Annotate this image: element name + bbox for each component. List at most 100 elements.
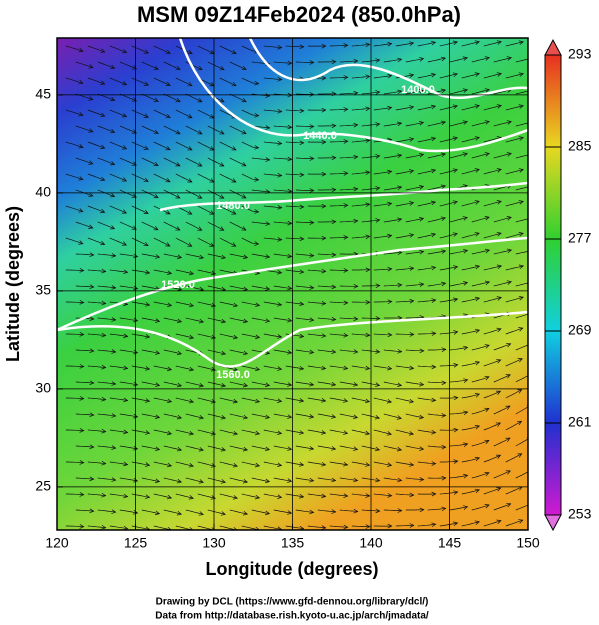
streamline-arrow [153,97,159,102]
streamline-arrow [242,382,249,388]
streamline-arrow [265,382,271,388]
streamline [493,153,512,159]
streamline [427,413,446,416]
streamline [175,429,194,435]
streamline-arrow [242,478,249,484]
streamline [515,344,528,351]
streamline-arrow [176,318,183,324]
streamline [87,173,105,181]
streamline [439,169,458,175]
streamline-arrow [387,105,393,111]
streamline-arrow [220,479,226,484]
streamline-arrow [145,398,151,403]
streamline [197,173,214,183]
streamline [505,232,524,239]
streamline [131,141,149,150]
streamline-arrow [254,145,260,150]
streamline [65,301,84,303]
streamline [119,61,137,70]
streamline [329,301,348,304]
streamline-arrow [88,160,94,165]
streamline [285,525,304,529]
streamline-arrow [165,242,171,247]
streamline [493,437,511,447]
streamline-arrow [518,264,525,270]
streamline-arrow [155,254,161,259]
streamline-arrow [78,176,84,181]
contour-label: 1400.0 [401,84,435,96]
streamline [329,44,348,47]
streamline-arrow [299,493,305,499]
streamline-arrow [353,316,359,322]
streamline-arrow [518,40,525,45]
streamline [163,349,182,355]
streamline [263,301,282,306]
streamline [219,205,236,215]
streamline-arrow [374,446,381,452]
streamline-arrow [111,317,117,322]
streamline-arrow [462,216,468,221]
streamline [87,429,106,432]
streamline [373,429,392,435]
streamline-arrow [321,75,327,81]
streamline [163,509,182,515]
streamline-arrow [321,301,327,306]
streamline-arrow [220,447,227,452]
streamline [109,269,128,273]
streamline [175,141,193,151]
streamline-arrow [287,220,293,226]
streamline-arrow [331,414,337,419]
streamline [285,45,304,48]
streamline [515,90,528,95]
streamline-arrow [453,427,459,433]
streamline [427,381,446,384]
streamline-arrow [241,65,247,71]
streamline [119,221,137,230]
streamline-arrow [165,49,171,54]
streamline [185,61,203,71]
streamline [197,205,214,215]
streamline-arrow [441,444,447,450]
streamline-arrow [299,365,305,371]
streamline [427,445,446,448]
streamline [263,109,282,112]
streamline-arrow [277,108,283,114]
streamline-arrow [153,65,159,70]
streamline-arrow [111,253,117,258]
streamline-arrow [540,327,544,331]
streamline-arrow [131,97,138,102]
streamline-arrow [540,487,544,491]
streamline-arrow [187,146,193,151]
streamline-arrow [430,168,437,174]
streamline [307,365,326,369]
streamline-arrow [100,48,106,53]
credit-line: Data from http://database.rish.kyoto-u.a… [155,611,429,622]
streamline-arrow [309,414,315,419]
streamline [515,375,528,383]
streamline [119,317,138,322]
streamline-arrow [153,161,159,167]
y-tick-label: 25 [35,478,51,494]
streamline-arrow [232,463,239,468]
streamline [251,317,270,322]
streamline-arrow [331,284,337,290]
streamline-arrow [484,280,491,286]
streamline [317,413,336,418]
streamline-arrow [265,286,271,291]
streamline-arrow [529,121,533,125]
streamline-arrow [387,169,393,175]
streamline [351,203,370,207]
streamline-arrow [265,221,271,226]
streamline-arrow [343,332,349,338]
streamline [483,520,502,527]
streamline-arrow [540,358,544,362]
streamline-arrow [79,524,85,529]
streamline-arrow [409,105,415,110]
streamline-arrow [210,270,217,276]
streamline [461,265,480,271]
streamline-arrow [265,125,271,130]
streamline [493,57,512,63]
streamline [527,205,528,207]
streamline-arrow [496,200,502,205]
